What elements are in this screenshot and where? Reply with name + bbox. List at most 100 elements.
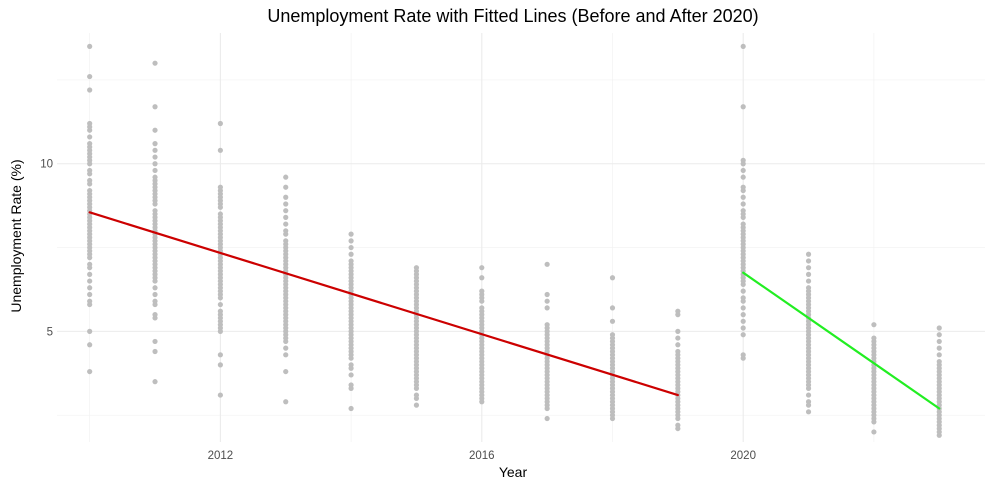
data-point bbox=[740, 281, 746, 288]
data-point bbox=[348, 238, 354, 244]
data-point bbox=[936, 432, 942, 438]
data-point bbox=[479, 399, 485, 405]
data-point bbox=[413, 395, 420, 402]
data-point bbox=[152, 315, 158, 321]
data-point bbox=[805, 265, 812, 271]
data-point bbox=[217, 204, 223, 210]
data-point bbox=[871, 429, 877, 435]
data-point bbox=[87, 87, 93, 93]
data-point bbox=[609, 305, 616, 311]
data-point bbox=[609, 318, 616, 324]
data-point bbox=[348, 405, 354, 412]
data-point bbox=[152, 379, 158, 385]
y-tick-label: 5 bbox=[47, 326, 53, 338]
data-point bbox=[740, 187, 746, 194]
data-point bbox=[152, 127, 158, 133]
data-point bbox=[805, 251, 812, 257]
data-point bbox=[283, 345, 289, 351]
data-point bbox=[283, 338, 289, 345]
fitted-lines bbox=[88, 211, 941, 410]
data-point bbox=[609, 415, 616, 422]
scatter-points bbox=[87, 43, 942, 438]
data-point bbox=[87, 181, 93, 187]
data-point bbox=[217, 295, 223, 301]
data-point bbox=[87, 368, 93, 375]
data-point bbox=[87, 265, 93, 271]
data-point bbox=[348, 365, 354, 371]
major-gridlines bbox=[57, 33, 985, 442]
data-point bbox=[740, 161, 746, 167]
data-point bbox=[348, 231, 354, 237]
data-point bbox=[152, 161, 158, 167]
data-point bbox=[871, 419, 877, 425]
data-point bbox=[283, 352, 289, 358]
data-point bbox=[805, 385, 812, 391]
data-point bbox=[936, 325, 942, 331]
data-point bbox=[87, 134, 93, 140]
data-point bbox=[283, 368, 289, 375]
data-point bbox=[675, 328, 681, 334]
data-point bbox=[152, 167, 158, 174]
data-point bbox=[936, 332, 942, 338]
data-point bbox=[740, 325, 746, 331]
data-point bbox=[152, 60, 158, 66]
data-point bbox=[479, 298, 485, 304]
data-point bbox=[740, 312, 746, 318]
data-point bbox=[740, 167, 746, 174]
y-tick-label: 10 bbox=[40, 159, 53, 171]
data-point bbox=[283, 399, 289, 405]
data-point bbox=[283, 221, 289, 227]
data-point bbox=[152, 278, 158, 284]
x-tick-label: 2020 bbox=[730, 450, 756, 462]
data-point bbox=[283, 184, 289, 190]
data-point bbox=[283, 174, 289, 180]
data-point bbox=[740, 355, 746, 361]
data-point bbox=[479, 275, 485, 281]
data-point bbox=[217, 120, 223, 127]
data-point bbox=[87, 255, 93, 261]
data-point bbox=[152, 147, 158, 153]
data-point bbox=[675, 415, 681, 422]
x-tick-label: 2012 bbox=[208, 450, 234, 462]
data-point bbox=[740, 214, 746, 220]
data-point bbox=[348, 251, 354, 257]
data-point bbox=[805, 409, 812, 415]
data-point bbox=[544, 405, 550, 412]
data-point bbox=[87, 127, 93, 133]
data-point bbox=[675, 335, 681, 341]
data-point bbox=[217, 362, 223, 368]
data-point bbox=[217, 301, 223, 308]
data-point bbox=[740, 318, 746, 324]
data-point bbox=[871, 322, 877, 328]
data-point bbox=[87, 342, 93, 348]
data-point bbox=[805, 392, 812, 398]
y-axis-ticks: 5 10 bbox=[40, 159, 53, 339]
data-point bbox=[152, 348, 158, 355]
data-point bbox=[348, 372, 354, 378]
data-point bbox=[805, 278, 812, 284]
data-point bbox=[348, 385, 354, 391]
data-point bbox=[740, 194, 746, 200]
data-point bbox=[152, 141, 158, 147]
fitted-line-after-2020 bbox=[742, 271, 941, 410]
data-point bbox=[283, 214, 289, 220]
data-point bbox=[152, 154, 158, 160]
x-tick-label: 2016 bbox=[469, 450, 495, 462]
data-point bbox=[152, 301, 158, 308]
data-point bbox=[805, 402, 812, 408]
data-point bbox=[936, 345, 942, 351]
data-point bbox=[87, 171, 93, 177]
data-point bbox=[413, 385, 420, 391]
data-point bbox=[936, 352, 942, 358]
data-point bbox=[675, 312, 681, 318]
data-point bbox=[87, 285, 93, 291]
x-axis-ticks: 2012 2016 2020 bbox=[208, 450, 756, 462]
data-point bbox=[740, 174, 746, 180]
data-point bbox=[479, 265, 485, 271]
data-point bbox=[805, 258, 812, 264]
data-point bbox=[87, 278, 93, 284]
data-point bbox=[740, 305, 746, 311]
data-point bbox=[283, 201, 289, 207]
data-point bbox=[217, 352, 223, 358]
